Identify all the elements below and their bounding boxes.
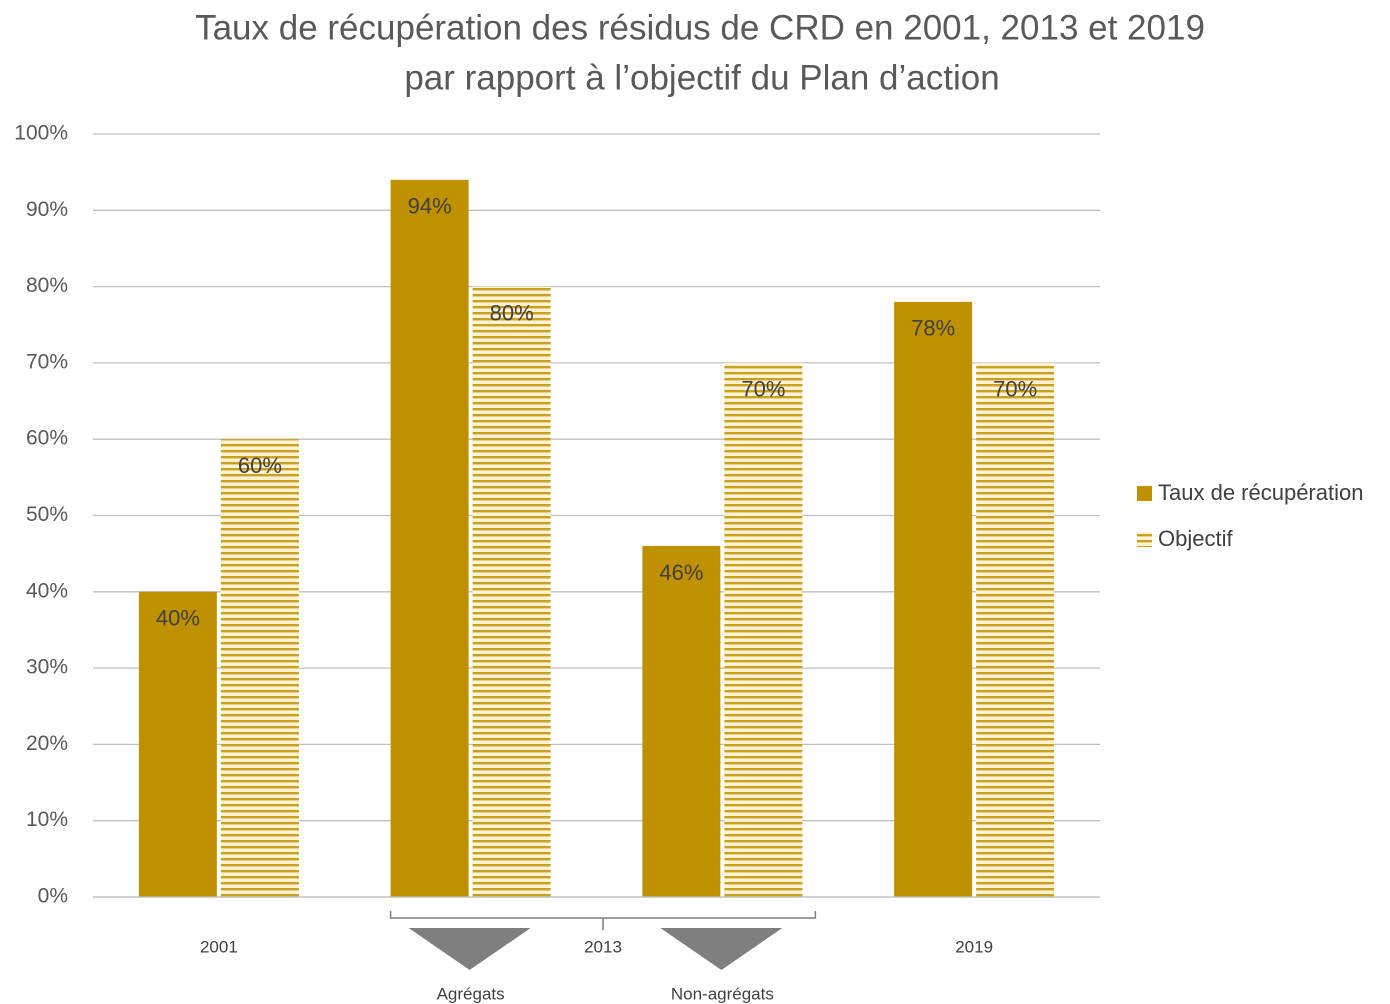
y-tick-label: 0%	[38, 885, 68, 908]
value-label: 80%	[490, 300, 534, 325]
x-tick-label: 2019	[955, 937, 993, 956]
value-label: 70%	[993, 377, 1037, 402]
value-label: 78%	[911, 316, 955, 341]
legend-label: Objectif	[1158, 526, 1233, 551]
x-tick-label: Agrégats	[437, 984, 505, 1003]
chart-title: Taux de récupération des résidus de CRD …	[195, 8, 1205, 47]
group-bracket	[389, 911, 817, 930]
bar	[390, 179, 469, 897]
y-tick-label: 40%	[26, 579, 68, 602]
y-tick-label: 80%	[26, 274, 68, 297]
legend-swatch	[1137, 532, 1152, 547]
value-label: 70%	[741, 377, 785, 402]
bar	[472, 286, 551, 898]
legend-label: Taux de récupération	[1158, 480, 1363, 505]
bar	[642, 546, 721, 897]
legend-swatch	[1137, 486, 1152, 501]
y-tick-label: 60%	[26, 427, 68, 450]
value-label: 94%	[408, 194, 452, 219]
bar	[976, 362, 1055, 897]
y-tick-label: 50%	[26, 503, 68, 526]
y-tick-label: 20%	[26, 732, 68, 755]
x-tick-label: Non-agrégats	[671, 984, 774, 1003]
bar	[220, 439, 299, 897]
value-label: 60%	[238, 453, 282, 478]
y-tick-label: 30%	[26, 656, 68, 679]
y-tick-label: 70%	[26, 350, 68, 373]
value-label: 46%	[659, 560, 703, 585]
category-marker	[408, 928, 531, 970]
y-tick-label: 10%	[26, 808, 68, 831]
bar	[894, 301, 973, 897]
y-tick-label: 100%	[14, 122, 68, 145]
bar	[724, 362, 803, 897]
y-tick-label: 90%	[26, 198, 68, 221]
bar	[138, 591, 217, 897]
category-marker	[660, 928, 783, 970]
group-label: 2013	[584, 937, 622, 956]
x-tick-label: 2001	[200, 937, 238, 956]
chart-title: par rapport à l’objectif du Plan d’actio…	[404, 58, 999, 97]
value-label: 40%	[156, 606, 200, 631]
